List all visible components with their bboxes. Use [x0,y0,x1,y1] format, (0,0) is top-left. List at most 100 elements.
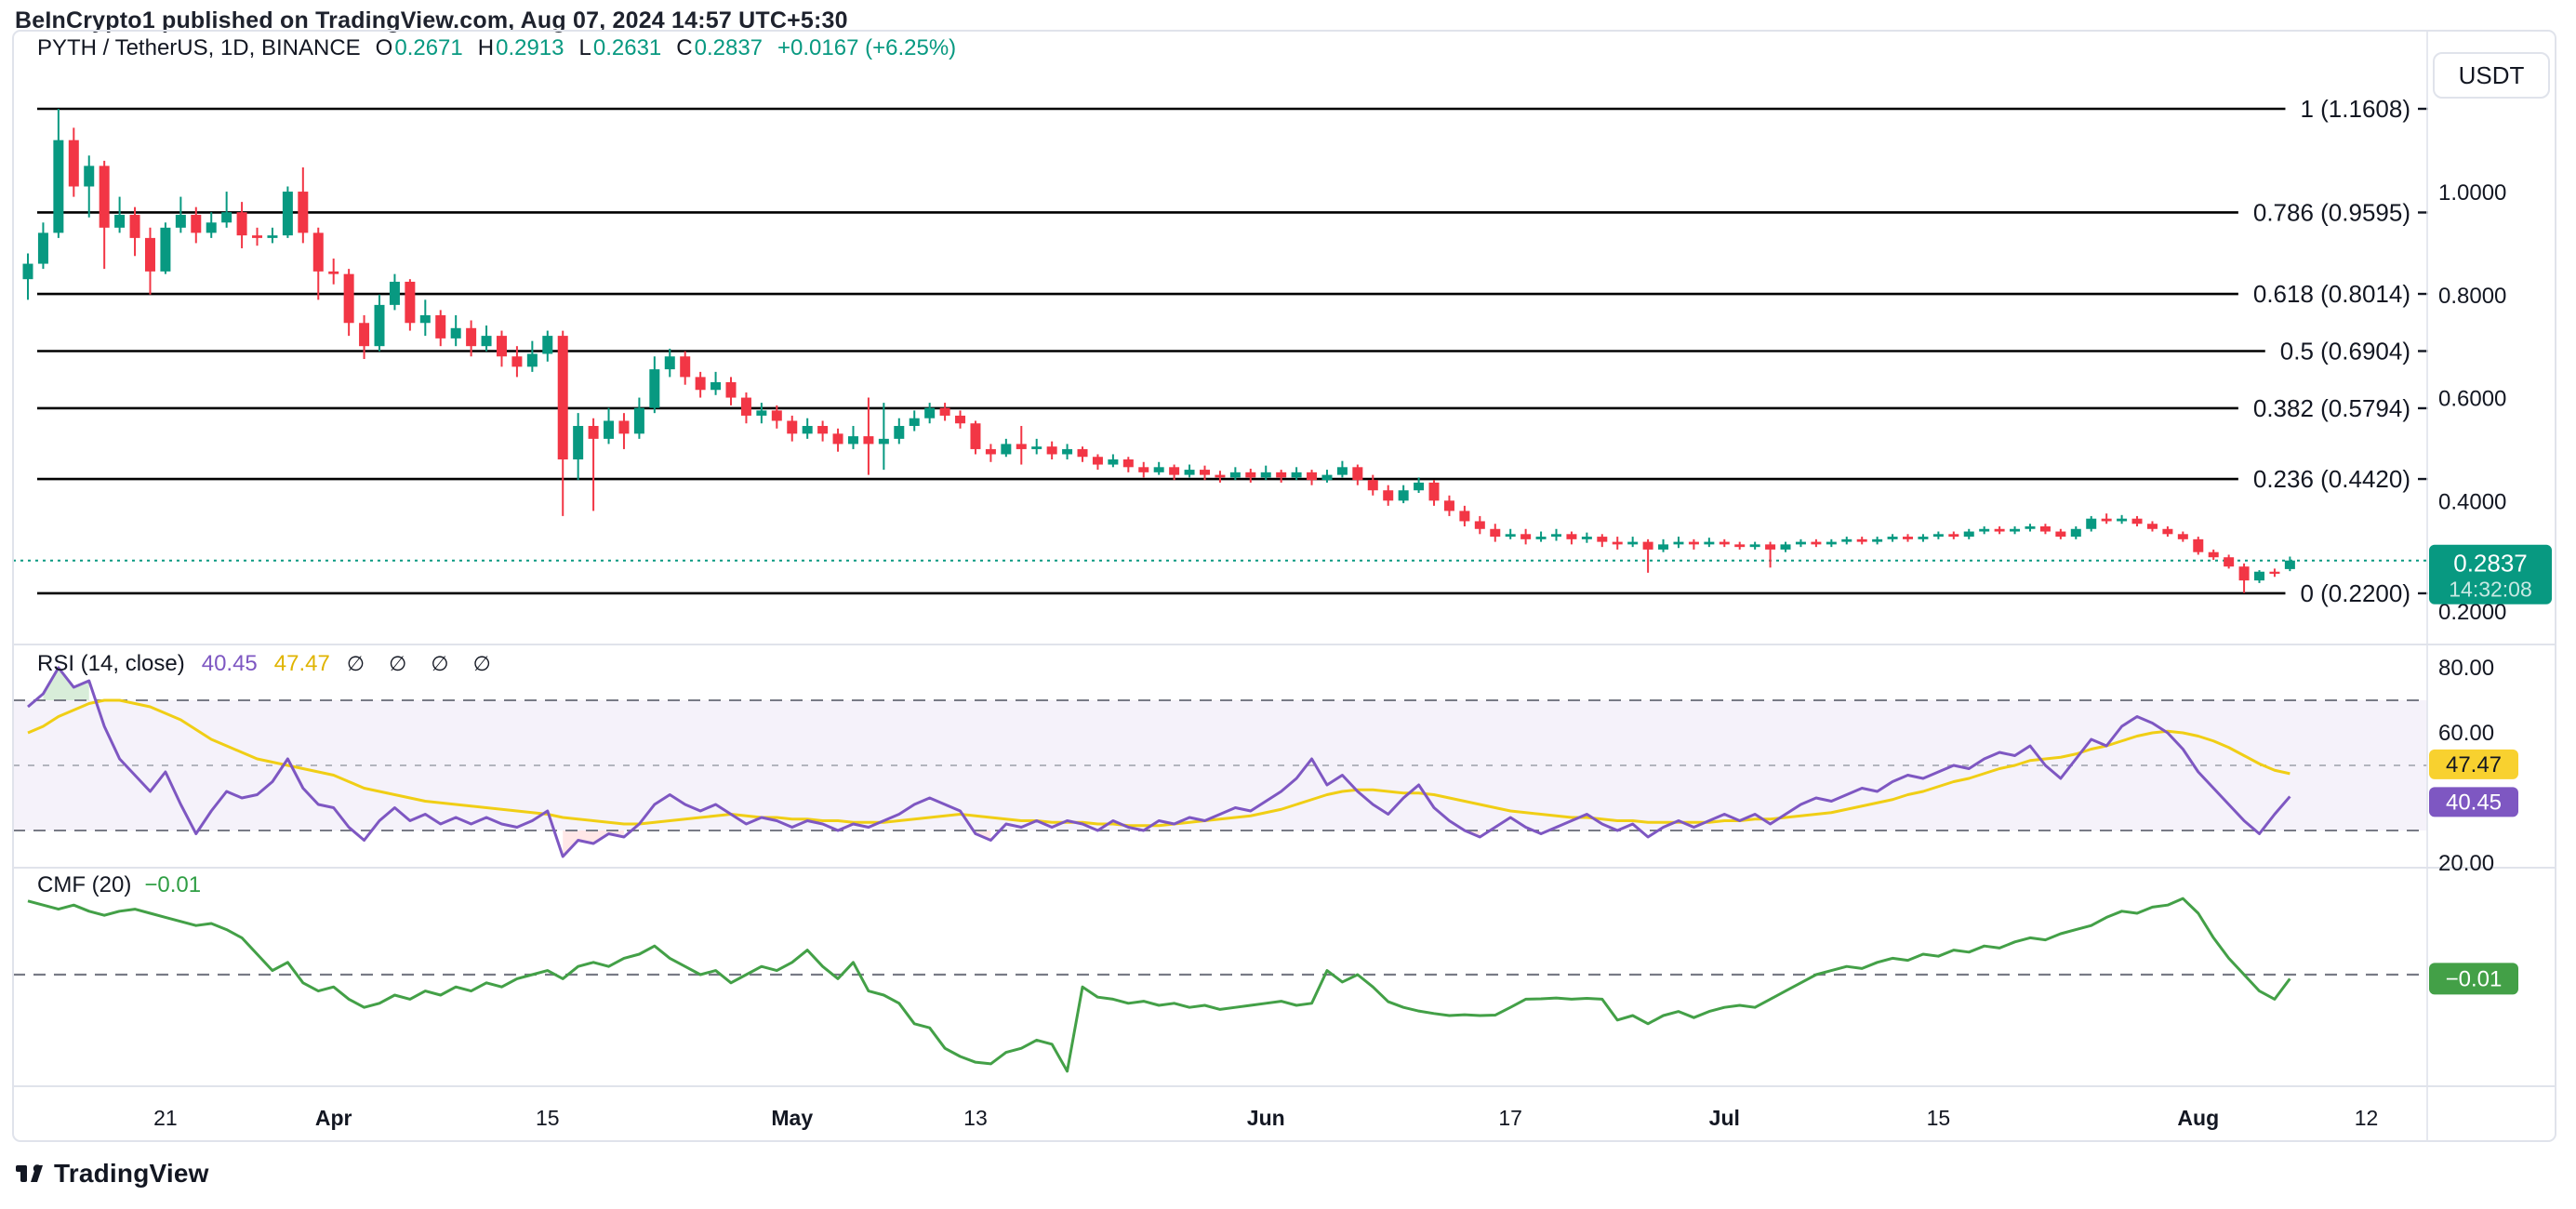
time-axis-label[interactable]: 13 [963,1106,988,1130]
rsi-axis-label[interactable]: 80.00 [2438,656,2494,681]
candle-body [1903,537,1914,539]
symbol-info-row: PYTH / TetherUS, 1D, BINANCE O 0.2671 H 0.… [37,35,956,61]
candle-body [2131,518,2143,525]
candle-body [1795,541,1806,545]
rsi-axis-label[interactable]: 60.00 [2438,721,2494,746]
time-axis-label[interactable]: 21 [153,1106,178,1130]
candle-body [817,426,829,434]
candle-body [955,415,966,424]
candle-body [2269,571,2280,574]
candle-body [1505,534,1516,538]
candle-body [359,323,370,347]
price-axis-label[interactable]: 0.4000 [2438,489,2506,514]
candle-body [206,222,217,233]
price-axis-label[interactable]: 0.8000 [2438,284,2506,309]
candle-body [496,336,507,357]
candle-body [2224,557,2235,567]
currency-toggle-button[interactable]: USDT [2433,52,2550,99]
candle-body [1841,538,1852,542]
candle-body [1948,534,1959,538]
rsi-value: 40.45 [201,651,258,676]
candle-body [756,410,767,416]
candle-body [1336,467,1348,475]
time-axis-label[interactable]: 15 [1927,1106,1951,1130]
fib-level-label: 0 (0.2200) [2300,579,2410,607]
cmf-badge-value: −0.01 [2446,966,2503,991]
candle-body [1749,544,1760,548]
rsi-title[interactable]: RSI (14, close) [37,651,185,676]
candle-body [343,273,354,324]
price-axis-label[interactable]: 0.6000 [2438,387,2506,412]
candle-body [847,436,858,445]
candle-body [771,410,782,421]
candle-body [405,281,416,324]
candle-body [2193,538,2204,552]
candle-body [1383,490,1394,501]
candle-body [1443,500,1454,512]
candle-body [1138,467,1149,472]
symbol-title[interactable]: PYTH / TetherUS, 1D, BINANCE [37,35,361,60]
candle-body [129,214,140,238]
rsi-axis-label[interactable]: 20.00 [2438,851,2494,876]
candle-body [1566,534,1577,539]
candle-body [787,420,798,434]
tradingview-logo-icon [16,1164,43,1182]
candle-body [2238,566,2250,581]
candle-body [878,438,889,445]
cmf-title[interactable]: CMF (20) [37,872,132,897]
candle-body [939,407,950,416]
candle-body [1658,544,1669,550]
candle-body [1979,528,1990,532]
candle-body [2039,525,2051,532]
rsi-ma-value: 47.47 [273,651,330,676]
candle-body [328,271,339,274]
time-axis-label[interactable]: Apr [315,1106,352,1130]
candle-body [1963,531,1974,538]
candle-body [1016,444,1027,449]
candle-body [1704,541,1715,545]
candle-body [99,166,110,228]
time-axis-label[interactable]: 17 [1498,1106,1522,1130]
time-axis-label[interactable]: May [771,1106,813,1130]
rsi-badge-value: 40.45 [2446,790,2502,815]
candle-body [664,356,675,370]
candle-body [2146,524,2158,529]
candle-body [1474,521,1485,529]
tradingview-logo-text[interactable]: TradingView [54,1159,209,1188]
time-axis-label[interactable]: Aug [2177,1106,2219,1130]
candle-body [2101,518,2112,522]
time-axis-label[interactable]: Jul [1709,1106,1740,1130]
candle-body [1260,472,1271,478]
candle-body [2177,534,2188,539]
candle-body [740,397,751,416]
fib-level-label: 0.236 (0.4420) [2253,465,2410,493]
candle-body [1673,541,1684,545]
candle-body [573,426,584,460]
candle-body [1367,480,1378,491]
candle-body [1826,541,1837,545]
candle-body [1321,474,1333,481]
candle-body [282,192,293,236]
fib-level-label: 0.786 (0.9595) [2253,198,2410,226]
candle-body [1581,537,1592,539]
candle-body [542,336,553,354]
time-axis-label[interactable]: 15 [536,1106,560,1130]
candle-body [298,192,309,233]
candle-body [1734,544,1746,548]
cmf-indicator-row: CMF (20) −0.01 [37,872,201,898]
candle-body [1092,457,1103,465]
low-value: L 0.2631 [578,35,662,60]
current-price-badge-value: 0.2837 [2453,550,2528,578]
candle-body [2010,528,2021,532]
candle-body [1918,537,1929,539]
candle-body [985,448,996,455]
candle-body [1994,528,2005,532]
fib-level-label: 1 (1.1608) [2300,95,2410,123]
candle-body [1719,541,1730,545]
time-axis-label[interactable]: Jun [1247,1106,1285,1130]
time-axis-label[interactable]: 12 [2355,1106,2379,1130]
price-axis-label[interactable]: 1.0000 [2438,180,2506,206]
close-value: C 0.2837 [676,35,764,60]
